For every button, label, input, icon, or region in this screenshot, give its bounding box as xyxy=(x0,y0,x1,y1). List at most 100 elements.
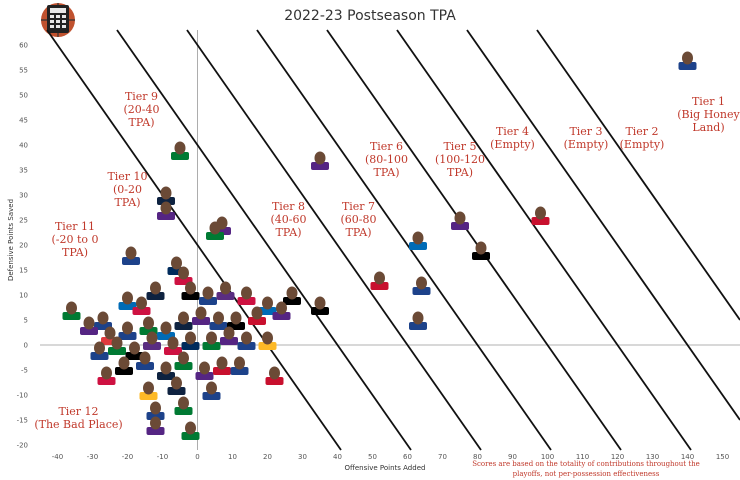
footnote-line-1: Scores are based on the totality of cont… xyxy=(472,460,700,468)
tier-line xyxy=(256,29,552,451)
tier-labels: Tier 1 (Big Honey Land) Tier 2 (Empty) Tier 3… xyxy=(34,90,740,431)
player-head xyxy=(262,296,273,310)
tier-label: Tier 1 (Big Honey Land) xyxy=(677,95,740,134)
player-marker xyxy=(157,361,175,380)
player-jersey xyxy=(146,412,165,420)
player-head xyxy=(234,356,245,370)
player-jersey xyxy=(202,342,221,350)
player-head xyxy=(241,286,252,300)
player-jersey xyxy=(90,352,109,360)
player-marker xyxy=(678,51,697,70)
player-marker xyxy=(192,306,210,325)
player-jersey xyxy=(132,307,151,315)
tier-label: Tier 2 (Empty) xyxy=(620,125,665,151)
tier-label-line: TPA) xyxy=(447,166,473,179)
player-marker xyxy=(62,301,81,320)
player-head xyxy=(118,356,130,370)
player-marker xyxy=(157,201,175,220)
player-head xyxy=(160,201,172,215)
player-jersey xyxy=(181,342,200,350)
player-head xyxy=(97,311,109,325)
x-tick-label: 70 xyxy=(438,453,447,461)
player-head xyxy=(143,316,154,330)
chart-title: 2022-23 Postseason TPA xyxy=(284,8,456,24)
x-axis-title: Offensive Points Added xyxy=(345,464,426,472)
player-head xyxy=(535,206,546,220)
player-jersey xyxy=(265,377,284,385)
player-jersey xyxy=(80,327,98,335)
player-jersey xyxy=(157,372,175,380)
y-tick-label: 35 xyxy=(19,167,28,175)
x-tick-label: 0 xyxy=(195,453,199,461)
player-jersey xyxy=(157,212,175,220)
player-head xyxy=(241,331,252,345)
tier-label: Tier 10 (0-20 TPA) xyxy=(107,170,147,209)
tier-line xyxy=(326,29,622,451)
player-marker xyxy=(213,356,231,375)
player-marker xyxy=(216,281,235,300)
tier-label-line: (Big Honey xyxy=(677,108,740,121)
player-jersey xyxy=(118,332,137,340)
tier-label: Tier 8 (40-60 TPA) xyxy=(270,200,306,239)
player-head xyxy=(314,151,326,165)
y-tick-label: 10 xyxy=(19,292,28,300)
player-markers xyxy=(62,51,697,440)
player-jersey xyxy=(157,197,175,205)
player-head xyxy=(122,321,133,335)
tier-label: Tier 11 (-20 to 0 TPA) xyxy=(51,220,98,259)
player-marker xyxy=(412,276,431,295)
tier-label-line: Tier 3 xyxy=(569,125,602,138)
player-jersey xyxy=(181,432,200,440)
player-head xyxy=(185,281,196,295)
player-head xyxy=(129,341,140,355)
tier-label: Tier 9 (20-40 TPA) xyxy=(123,90,159,129)
player-marker xyxy=(171,141,189,160)
player-marker xyxy=(237,331,256,350)
player-jersey xyxy=(125,352,144,360)
tier-label: Tier 4 (Empty) xyxy=(490,125,535,151)
player-jersey xyxy=(412,287,431,295)
y-tick-label: -15 xyxy=(17,417,28,425)
tier-line xyxy=(46,29,342,451)
player-marker xyxy=(409,231,427,250)
player-head xyxy=(223,326,235,340)
player-marker xyxy=(122,246,140,265)
tier-label-line: Tier 2 xyxy=(625,125,658,138)
player-marker xyxy=(370,271,389,290)
tier-label-line: TPA) xyxy=(346,226,372,239)
player-jersey xyxy=(248,317,266,325)
player-marker xyxy=(174,351,193,370)
x-tick-label: 10 xyxy=(228,453,237,461)
player-head xyxy=(206,331,217,345)
tier-line xyxy=(536,29,740,321)
y-tick-label: 45 xyxy=(19,117,28,125)
player-head xyxy=(286,286,298,300)
tier-label-line: Tier 10 xyxy=(107,170,147,183)
player-marker xyxy=(311,151,329,170)
player-marker xyxy=(209,311,228,330)
player-jersey xyxy=(451,222,469,230)
player-marker xyxy=(143,331,161,350)
x-tick-label: -20 xyxy=(122,453,133,461)
y-tick-label: 25 xyxy=(19,217,28,225)
player-jersey xyxy=(237,297,256,305)
player-marker xyxy=(202,381,221,400)
tier-label-line: (-20 to 0 xyxy=(51,233,98,246)
tier-label-line: TPA) xyxy=(62,246,88,259)
tier-label-line: Tier 5 xyxy=(443,140,476,153)
player-jersey xyxy=(209,322,228,330)
tier-line xyxy=(186,29,482,451)
tier-label-line: Land) xyxy=(692,121,724,134)
player-marker xyxy=(409,311,427,330)
tier-line xyxy=(116,29,412,451)
player-head xyxy=(160,361,172,375)
player-jersey xyxy=(146,427,165,435)
player-head xyxy=(178,311,189,325)
tier-label-line: (The Bad Place) xyxy=(34,418,122,431)
player-jersey xyxy=(139,392,158,400)
x-tick-label: -30 xyxy=(87,453,98,461)
player-head xyxy=(199,361,210,375)
tier-label: Tier 5 (100-120 TPA) xyxy=(435,140,485,179)
player-head xyxy=(185,421,196,435)
